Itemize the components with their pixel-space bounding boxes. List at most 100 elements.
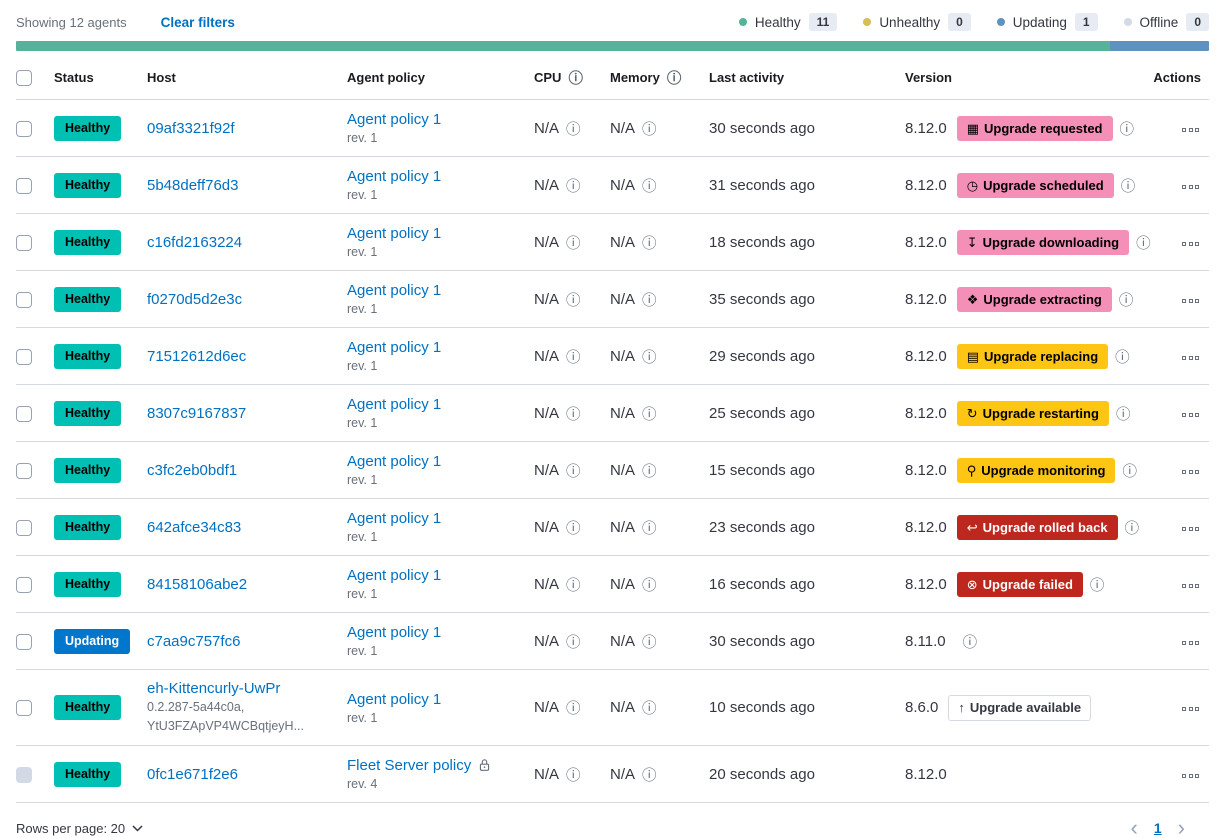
agent-policy-link[interactable]: Agent policy 1 <box>347 339 442 357</box>
column-header-actions: Actions <box>1137 55 1209 101</box>
info-icon[interactable]: ⓘ <box>566 577 581 594</box>
host-link[interactable]: 5b48deff76d3 <box>147 176 239 194</box>
row-checkbox[interactable] <box>16 519 32 536</box>
agent-policy-link[interactable]: Agent policy 1 <box>347 453 442 471</box>
agent-policy-link[interactable]: Agent policy 1 <box>347 690 442 708</box>
host-cell: 8307c9167837 <box>147 384 347 443</box>
row-actions-button[interactable] <box>1180 464 1201 480</box>
info-icon[interactable]: ⓘ <box>642 349 657 366</box>
clear-filters-link[interactable]: Clear filters <box>160 14 235 30</box>
info-icon[interactable]: ⓘ <box>642 520 657 537</box>
host-link[interactable]: 8307c9167837 <box>147 404 247 422</box>
row-actions-button[interactable] <box>1180 350 1201 366</box>
row-checkbox[interactable] <box>16 700 32 717</box>
info-icon[interactable]: ⓘ <box>642 406 657 423</box>
host-link[interactable]: c7aa9c757fc6 <box>147 632 241 650</box>
info-icon[interactable]: ⓘ <box>566 292 581 309</box>
search-icon: ⚲ <box>966 462 977 478</box>
host-link[interactable]: 642afce34c83 <box>147 518 242 536</box>
row-actions-button[interactable] <box>1180 293 1201 309</box>
boxes-horizontal-icon <box>1182 707 1199 712</box>
info-icon[interactable]: ⓘ <box>642 577 657 594</box>
agent-policy-link[interactable]: Agent policy 1 <box>347 282 442 300</box>
info-icon[interactable]: ⓘ <box>642 235 657 252</box>
row-checkbox[interactable] <box>16 291 32 308</box>
info-icon[interactable]: ⓘ <box>566 634 581 651</box>
info-icon[interactable]: ⓘ <box>566 235 581 252</box>
host-link[interactable]: eh-Kittencurly-UwPr <box>147 680 281 698</box>
info-icon[interactable]: ⓘ <box>1115 406 1131 423</box>
row-checkbox[interactable] <box>16 120 32 137</box>
info-icon[interactable]: ⓘ <box>1118 292 1134 309</box>
host-link[interactable]: c3fc2eb0bdf1 <box>147 461 238 479</box>
row-actions-button[interactable] <box>1180 768 1201 784</box>
info-icon[interactable]: ⓘ <box>642 701 657 718</box>
legend-count-badge: 0 <box>948 13 971 32</box>
policy-revision: rev. 1 <box>347 473 378 488</box>
agent-policy-link[interactable]: Agent policy 1 <box>347 111 442 129</box>
row-actions-button[interactable] <box>1180 635 1201 651</box>
page-number-button[interactable]: 1 <box>1153 820 1162 837</box>
host-link[interactable]: c16fd2163224 <box>147 233 243 251</box>
info-icon[interactable]: ⓘ <box>568 71 583 88</box>
info-icon[interactable]: ⓘ <box>1122 463 1137 480</box>
info-icon[interactable]: ⓘ <box>566 463 581 480</box>
info-icon[interactable]: ⓘ <box>1119 121 1135 138</box>
download-icon: ↧ <box>966 234 978 250</box>
row-actions-button[interactable] <box>1180 701 1201 717</box>
agent-policy-link[interactable]: Agent policy 1 <box>347 624 442 642</box>
info-icon[interactable]: ⓘ <box>1115 349 1130 366</box>
row-actions-button[interactable] <box>1180 179 1201 195</box>
select-all-checkbox[interactable] <box>16 70 32 87</box>
rows-per-page-button[interactable]: Rows per page: 20 <box>16 821 143 836</box>
info-icon[interactable]: ⓘ <box>642 121 657 138</box>
row-actions-button[interactable] <box>1180 521 1201 537</box>
info-icon[interactable]: ⓘ <box>642 178 657 195</box>
info-icon[interactable]: ⓘ <box>566 121 581 138</box>
row-checkbox[interactable] <box>16 405 32 422</box>
host-link[interactable]: 09af3321f92f <box>147 119 235 137</box>
info-icon[interactable]: ⓘ <box>962 634 978 651</box>
previous-page-button[interactable]: ‹ <box>1130 815 1138 838</box>
row-actions-button[interactable] <box>1180 407 1201 423</box>
next-page-button[interactable]: › <box>1177 815 1185 838</box>
agent-policy-link[interactable]: Agent policy 1 <box>347 225 442 243</box>
info-icon[interactable]: ⓘ <box>566 178 581 195</box>
host-link[interactable]: 84158106abe2 <box>147 575 248 593</box>
agent-policy-link[interactable]: Agent policy 1 <box>347 567 442 585</box>
row-checkbox[interactable] <box>16 462 32 479</box>
row-actions-button[interactable] <box>1180 578 1201 594</box>
info-icon[interactable]: ⓘ <box>1089 577 1105 594</box>
row-checkbox[interactable] <box>16 633 32 650</box>
row-checkbox[interactable] <box>16 348 32 365</box>
info-icon[interactable]: ⓘ <box>666 71 682 88</box>
row-checkbox[interactable] <box>16 576 32 593</box>
info-icon[interactable]: ⓘ <box>566 349 581 366</box>
info-icon[interactable]: ⓘ <box>1136 235 1151 252</box>
host-link[interactable]: 71512612d6ec <box>147 347 247 365</box>
info-icon[interactable]: ⓘ <box>642 767 657 784</box>
info-icon[interactable]: ⓘ <box>642 292 657 309</box>
info-icon[interactable]: ⓘ <box>566 406 581 423</box>
info-icon[interactable]: ⓘ <box>642 634 657 651</box>
info-icon[interactable]: ⓘ <box>1124 520 1140 537</box>
host-link[interactable]: f0270d5d2e3c <box>147 290 243 308</box>
last-activity-cell: 30 seconds ago <box>709 612 905 671</box>
row-checkbox[interactable] <box>16 177 32 194</box>
agent-policy-link[interactable]: Agent policy 1 <box>347 396 442 414</box>
info-icon[interactable]: ⓘ <box>1120 178 1136 195</box>
info-icon[interactable]: ⓘ <box>566 767 581 784</box>
agent-policy-link[interactable]: Agent policy 1 <box>347 510 442 528</box>
row-actions-button[interactable] <box>1180 236 1201 252</box>
package-icon: ❖ <box>966 291 979 307</box>
row-checkbox[interactable] <box>16 234 32 251</box>
boxes-horizontal-icon <box>1182 298 1199 303</box>
agent-policy-link[interactable]: Fleet Server policy <box>347 757 472 775</box>
upgrade-status-label: Upgrade available <box>969 699 1082 715</box>
info-icon[interactable]: ⓘ <box>566 701 581 718</box>
info-icon[interactable]: ⓘ <box>642 463 657 480</box>
row-actions-button[interactable] <box>1180 122 1201 138</box>
host-link[interactable]: 0fc1e671f2e6 <box>147 765 238 783</box>
info-icon[interactable]: ⓘ <box>566 520 581 537</box>
agent-policy-link[interactable]: Agent policy 1 <box>347 168 442 186</box>
